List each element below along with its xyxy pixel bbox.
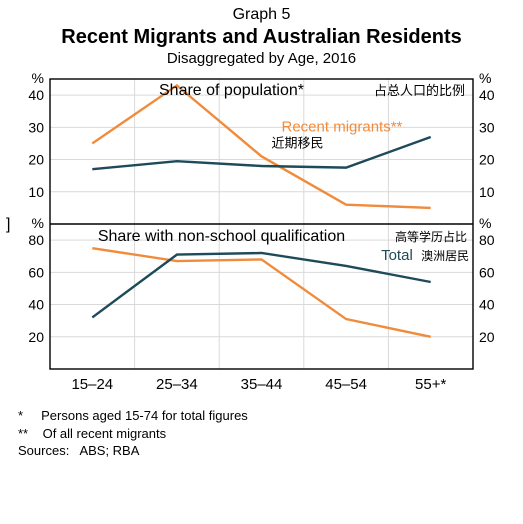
footnote-sources-label: Sources: <box>18 443 69 458</box>
series-label-recent-migrants: Recent migrants** <box>282 118 403 135</box>
xtick-label: 15–24 <box>71 376 113 393</box>
panel-bottom-title: Share with non-school qualification <box>98 228 345 245</box>
ytick-label: 20 <box>28 329 44 345</box>
xtick-label: 35–44 <box>241 376 283 393</box>
ytick-label: 40 <box>28 297 44 313</box>
footnote-star-text: Persons aged 15-74 for total figures <box>41 408 248 423</box>
axis-unit: % <box>32 70 44 86</box>
line-total-top <box>92 137 430 169</box>
ytick-label: 40 <box>28 87 44 103</box>
panel-top-title-zh: 占总人口的比例 <box>374 83 465 98</box>
ytick-label: 10 <box>479 184 495 200</box>
footnote-sources-text: ABS; RBA <box>79 443 139 458</box>
panel-divider-mark: ] <box>6 216 10 233</box>
line-total-bottom <box>92 253 430 317</box>
line-recent-migrants-top <box>92 85 430 207</box>
ytick-label: 30 <box>28 119 44 135</box>
axis-unit: % <box>32 215 44 231</box>
series-label-total: Total <box>381 247 413 264</box>
ytick-label: 40 <box>479 297 495 313</box>
footnote-star-mark: * <box>18 408 23 423</box>
ytick-label: 80 <box>28 232 44 248</box>
footnote-dblstar-text: Of all recent migrants <box>43 426 167 441</box>
ytick-label: 60 <box>28 264 44 280</box>
footnote-star: * Persons aged 15-74 for total figures <box>0 407 523 425</box>
ytick-label: 30 <box>479 119 495 135</box>
graph-number: Graph 5 <box>0 0 523 24</box>
xtick-label: 45–54 <box>325 376 367 393</box>
ytick-label: 20 <box>479 329 495 345</box>
axis-unit: % <box>479 70 491 86</box>
footnote-dblstar-mark: ** <box>18 426 28 441</box>
footnote-dblstar: ** Of all recent migrants <box>0 425 523 443</box>
line-recent-migrants-bottom <box>92 248 430 337</box>
chart-container: Graph 5 Recent Migrants and Australian R… <box>0 0 523 524</box>
axis-unit: % <box>479 215 491 231</box>
series-label-total-zh: 澳洲居民 <box>421 249 469 263</box>
ytick-label: 40 <box>479 87 495 103</box>
ytick-label: 80 <box>479 232 495 248</box>
chart-title: Recent Migrants and Australian Residents <box>0 26 523 49</box>
ytick-label: 60 <box>479 264 495 280</box>
chart-plot: 10 10 20 20 30 30 40 40 20 20 40 40 60 60 80 80%%%%] Sha… <box>0 67 523 407</box>
ytick-label: 20 <box>479 152 495 168</box>
series-label-recent-migrants-zh: 近期移民 <box>272 135 324 150</box>
xtick-label: 55+* <box>415 376 446 393</box>
panel-bottom-title-zh: 高等学历占比 <box>395 229 467 244</box>
chart-subtitle: Disaggregated by Age, 2016 <box>0 50 523 67</box>
footnote-sources: Sources: ABS; RBA <box>0 442 523 460</box>
panel-top-title: Share of population* <box>159 82 304 99</box>
xtick-label: 25–34 <box>156 376 198 393</box>
ytick-label: 10 <box>28 184 44 200</box>
ytick-label: 20 <box>28 152 44 168</box>
